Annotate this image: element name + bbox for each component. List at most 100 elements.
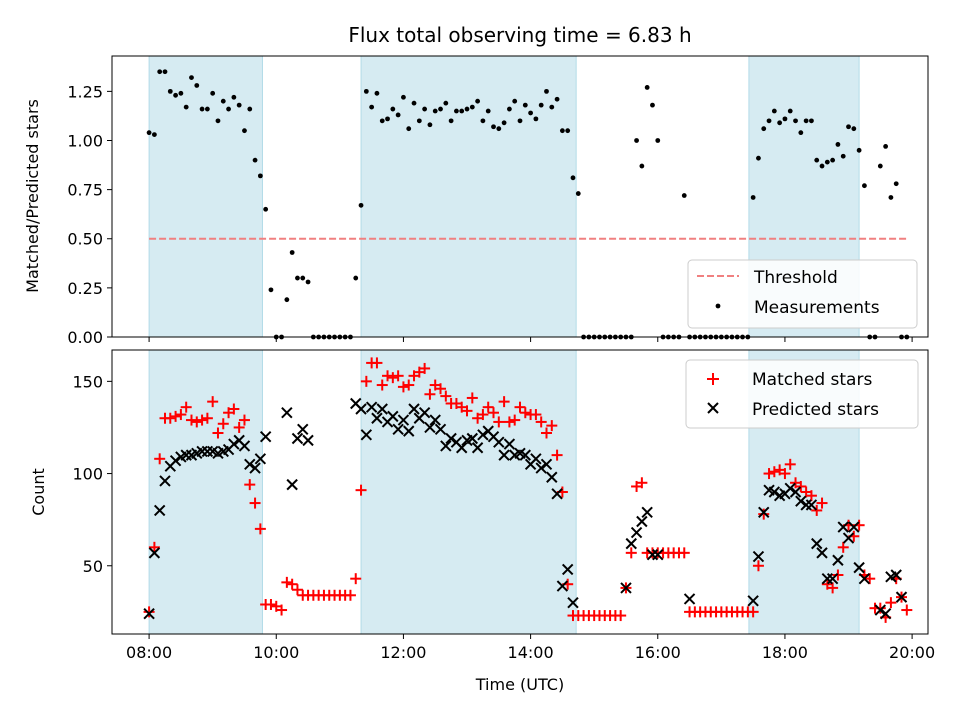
matched-star-point xyxy=(175,409,187,421)
measurement-point xyxy=(162,69,168,75)
matched-star-point xyxy=(551,449,563,461)
predicted-star-point xyxy=(254,453,267,465)
measurement-point xyxy=(862,183,867,189)
bottom-y-tick-label: 150 xyxy=(72,372,103,391)
predicted-star-point xyxy=(567,596,579,609)
predicted-star-point xyxy=(890,569,902,581)
predicted-star-point xyxy=(519,449,532,461)
matched-star-point xyxy=(477,409,489,421)
matched-star-point xyxy=(286,578,298,590)
matched-star-point xyxy=(148,541,160,553)
x-tick-label: 10:00 xyxy=(253,643,299,662)
predicted-star-point xyxy=(630,526,643,539)
matched-star-point xyxy=(143,606,155,618)
measurement-point xyxy=(401,94,406,100)
x-tick-label: 18:00 xyxy=(762,643,808,662)
measurement-point xyxy=(464,106,470,112)
measurement-point xyxy=(289,250,295,255)
measurement-point xyxy=(295,275,300,281)
matched-star-point xyxy=(509,414,521,426)
predicted-star-point xyxy=(445,432,457,445)
measurement-point xyxy=(183,104,189,110)
x-axis-label: Time (UTC) xyxy=(475,675,564,694)
matched-star-point xyxy=(519,407,531,419)
matched-star-point xyxy=(514,401,526,413)
x-tick-label: 20:00 xyxy=(889,643,935,662)
measurement-point xyxy=(257,173,263,179)
top-shaded-interval xyxy=(148,55,263,338)
predicted-star-point xyxy=(805,499,818,511)
predicted-star-point xyxy=(636,515,648,528)
measurement-point xyxy=(411,100,417,106)
matched-star-point xyxy=(466,392,478,404)
measurement-point xyxy=(416,118,422,124)
legend-measurements-label: Measurements xyxy=(754,298,880,318)
measurement-point xyxy=(226,106,231,112)
predicted-star-point xyxy=(302,434,314,447)
measurement-point xyxy=(824,159,830,165)
measurement-point xyxy=(379,118,385,124)
measurement-point xyxy=(501,120,507,126)
measurement-point xyxy=(157,69,163,75)
predicted-star-point xyxy=(477,429,489,441)
measurement-point xyxy=(570,175,576,181)
predicted-star-point xyxy=(291,432,304,445)
predicted-star-point xyxy=(493,436,505,448)
matched-star-point xyxy=(403,379,415,391)
matched-star-point xyxy=(488,407,500,419)
measurement-point xyxy=(877,163,883,169)
measurement-point xyxy=(634,138,639,143)
bottom-y-axis-label: Count xyxy=(29,468,48,516)
predicted-star-point xyxy=(281,406,293,419)
predicted-star-point xyxy=(842,532,855,544)
matched-star-point xyxy=(678,547,690,559)
bottom-shaded-interval xyxy=(148,349,263,635)
predicted-star-point xyxy=(169,454,182,467)
measurement-point xyxy=(777,120,783,126)
measurement-point xyxy=(231,94,237,100)
predicted-star-point xyxy=(561,563,574,576)
measurement-point xyxy=(814,157,820,163)
top-shaded-interval xyxy=(360,55,577,338)
measurement-point xyxy=(432,108,438,114)
measurement-point xyxy=(390,106,396,112)
measurement-point xyxy=(454,108,459,114)
measurement-point xyxy=(236,102,242,108)
bottom-shaded-interval xyxy=(360,349,577,635)
measurement-point xyxy=(422,106,428,112)
matched-star-point xyxy=(276,604,288,616)
predicted-star-point xyxy=(848,521,860,533)
predicted-star-point xyxy=(238,440,251,452)
measurement-point xyxy=(496,126,502,132)
measurement-point xyxy=(167,88,173,94)
matched-star-point xyxy=(615,610,627,622)
measurement-point xyxy=(146,130,152,136)
predicted-star-point xyxy=(376,403,388,415)
matched-star-point xyxy=(344,589,356,601)
measurement-point xyxy=(252,157,258,163)
matched-star-point xyxy=(827,582,839,594)
predicted-star-point xyxy=(440,440,452,452)
predicted-star-point xyxy=(286,478,298,491)
measurement-point xyxy=(469,104,475,110)
matched-star-point xyxy=(901,604,913,616)
matched-star-point xyxy=(482,401,494,413)
measurement-point xyxy=(485,108,491,114)
measurement-point xyxy=(194,83,200,88)
matched-star-point xyxy=(392,370,404,382)
matched-star-point xyxy=(636,477,648,489)
predicted-star-point xyxy=(832,554,844,566)
measurement-point xyxy=(305,279,311,285)
chart-title: Flux total observing time = 6.83 h xyxy=(348,23,691,47)
measurement-point xyxy=(883,143,889,149)
matched-star-point xyxy=(249,497,261,509)
predicted-star-point xyxy=(837,521,849,533)
matched-star-point xyxy=(207,396,219,408)
measurement-point xyxy=(353,275,359,281)
matched-star-point xyxy=(816,497,828,509)
predicted-star-point xyxy=(424,421,436,434)
matched-star-point xyxy=(154,453,166,465)
measurement-point xyxy=(819,163,825,169)
predicted-star-point xyxy=(259,430,272,443)
predicted-star-point xyxy=(641,506,653,518)
